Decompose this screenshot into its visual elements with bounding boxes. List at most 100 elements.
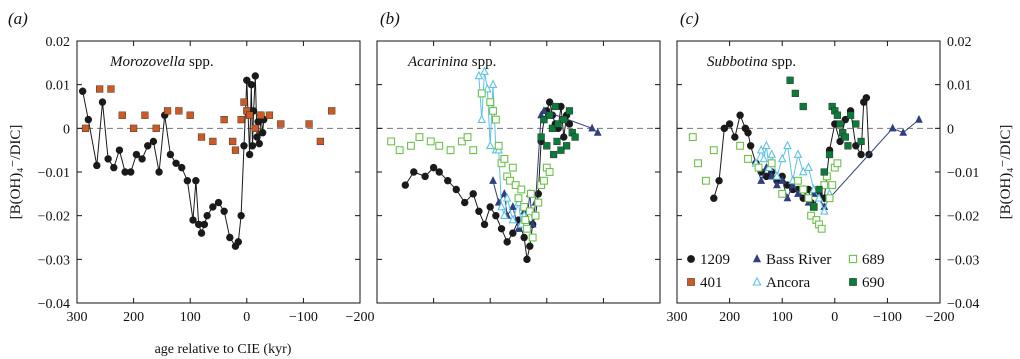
- data-point-bass-river: [540, 106, 548, 114]
- data-point-1209: [149, 137, 158, 146]
- data-point-689: [817, 224, 826, 233]
- data-point-689: [531, 211, 540, 220]
- data-point-1209: [84, 115, 93, 124]
- data-point-1209: [200, 220, 209, 229]
- data-point-1209: [492, 211, 500, 220]
- data-point-689: [527, 189, 535, 198]
- data-point-401: [240, 98, 248, 106]
- data-point-401: [163, 107, 172, 115]
- legend-entry: Bass River: [752, 252, 831, 268]
- data-point-1209: [461, 198, 469, 207]
- data-point-ancora: [756, 144, 766, 154]
- panel-c-x-tick-label: −200: [926, 310, 955, 325]
- data-point-ancora: [819, 206, 829, 215]
- legend-label: 690: [862, 275, 885, 291]
- data-point-689: [540, 176, 548, 185]
- legend-label: 689: [862, 252, 885, 268]
- data-point-690: [846, 111, 855, 119]
- data-point-bass-river: [888, 123, 897, 132]
- panel-a-y-tick-label: 0: [63, 122, 70, 137]
- data-point-690: [786, 76, 794, 84]
- data-point-bass-river: [500, 189, 509, 197]
- panel-a-y-tick-label: −0.03: [38, 253, 70, 268]
- data-point-690: [563, 142, 571, 150]
- data-point-ancora: [798, 166, 808, 176]
- data-point-ancora: [762, 140, 771, 150]
- data-point-689: [694, 159, 702, 168]
- data-point-1209: [132, 150, 141, 159]
- data-point-689: [688, 133, 697, 142]
- panel-c-y-tick-label: −0.04: [947, 297, 979, 312]
- data-point-1209: [720, 124, 729, 133]
- data-point-401: [246, 111, 254, 119]
- data-point-689: [489, 106, 497, 115]
- data-marks: [78, 66, 923, 264]
- panel-b-series-689: [387, 89, 554, 242]
- data-point-1209: [715, 177, 723, 185]
- data-point-bass-river: [593, 128, 602, 136]
- data-point-bass-river: [915, 114, 923, 123]
- data-point-689: [517, 185, 526, 194]
- panel-a-y-tick-label: 0.01: [46, 79, 71, 94]
- data-point-689: [486, 98, 495, 107]
- data-point-689: [521, 216, 530, 224]
- data-point-1209: [192, 177, 200, 185]
- panel-b-title-suffix: spp.: [468, 54, 496, 70]
- panel-c-y-tick-label: −0.02: [947, 210, 979, 225]
- data-point-1209: [183, 177, 192, 185]
- data-point-689: [477, 89, 486, 98]
- data-point-1209: [444, 177, 452, 185]
- panel-c-x-tick-label: 200: [719, 310, 740, 325]
- data-point-1209: [452, 185, 460, 194]
- data-point-ancora: [477, 114, 486, 123]
- data-point-401: [229, 137, 237, 146]
- panel-a-frame: [76, 40, 361, 304]
- data-point-ancora: [500, 210, 509, 220]
- data-point-689: [736, 141, 745, 150]
- panel-c-title-suffix: spp.: [768, 54, 796, 70]
- panel-a-x-tick-label: 200: [123, 310, 144, 325]
- data-point-1209: [736, 111, 744, 119]
- data-point-bass-river: [528, 219, 537, 228]
- data-point-1209: [253, 133, 261, 141]
- data-point-1209: [245, 150, 254, 159]
- data-point-1209: [214, 198, 223, 207]
- axis-ticks: 300 200 100 0 −100 −200−0.04−0.03−0.02−0.0100…: [38, 35, 980, 325]
- data-point-401: [141, 111, 149, 119]
- data-point-689: [709, 146, 718, 155]
- panel-c-y-tick-label: −0.03: [947, 253, 979, 268]
- data-point-1209: [78, 87, 87, 95]
- data-point-689: [520, 202, 529, 211]
- data-point-689: [500, 154, 509, 163]
- data-point-689: [506, 176, 514, 185]
- data-point-bass-river: [588, 123, 596, 132]
- data-point-1209: [401, 181, 409, 189]
- data-point-1209: [560, 133, 568, 141]
- data-point-689: [469, 146, 478, 155]
- data-point-401: [277, 120, 285, 128]
- data-point-1209: [429, 163, 438, 172]
- data-point-401: [81, 124, 90, 132]
- data-point-1209: [155, 168, 163, 176]
- data-point-690: [549, 150, 558, 159]
- data-point-401: [118, 111, 126, 119]
- data-point-ancora: [508, 214, 518, 224]
- data-point-1209: [237, 211, 245, 220]
- panel-a-title: Morozovella spp.: [109, 54, 214, 70]
- panel-c-series-690: [786, 76, 865, 211]
- data-point-1209: [178, 163, 186, 172]
- data-point-401: [237, 115, 245, 124]
- data-point-401: [209, 137, 217, 146]
- data-point-401: [305, 120, 313, 128]
- data-point-690: [791, 89, 799, 98]
- legend-marker: [752, 276, 762, 286]
- panel-a-title-suffix: spp.: [185, 54, 213, 70]
- panel-a-x-tick-label: −200: [346, 310, 375, 325]
- data-point-690: [836, 120, 844, 128]
- panel-a-y-tick-label: −0.04: [38, 297, 70, 312]
- data-point-1209: [189, 216, 197, 224]
- data-point-1209: [497, 225, 506, 233]
- data-point-689: [407, 141, 415, 150]
- data-point-1209: [475, 207, 483, 216]
